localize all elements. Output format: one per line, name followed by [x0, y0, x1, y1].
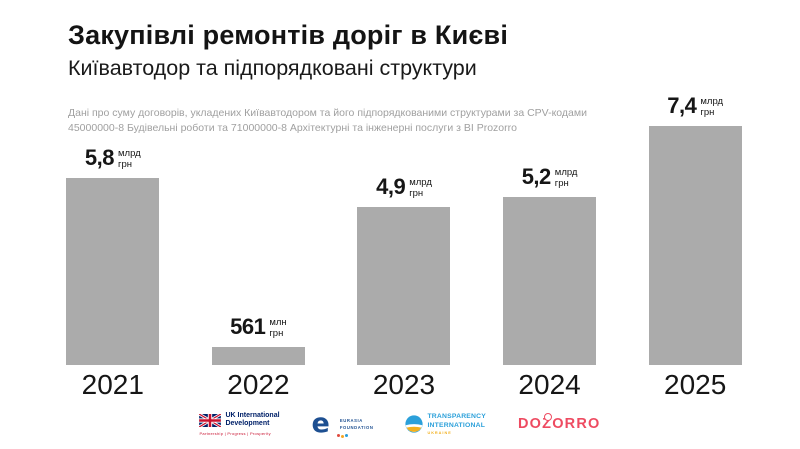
chart-description-line2: 45000000-8 Будівельні роботи та 71000000…	[68, 121, 517, 134]
ti-logo-text: TRANSPARENCY INTERNATIONAL UKRAINE	[427, 413, 486, 434]
chart-description: Дані про суму договорів, укладених Київа…	[68, 106, 628, 135]
chart-description-line1: Дані про суму договорів, укладених Київа…	[68, 107, 587, 119]
bar-value-label-2025: 7,4 млрд грн	[667, 93, 724, 119]
uk-logo-tagline: Partnership | Progress | Prosperity	[199, 431, 271, 437]
ti-logo-line2: INTERNATIONAL	[427, 421, 486, 429]
bar-2021	[66, 178, 160, 365]
uk-international-development-logo: UK International Development Partnership…	[199, 412, 280, 437]
dozorro-wordmark: DOZORRO	[518, 412, 601, 432]
bar-value-units: млрд грн	[409, 177, 432, 199]
eurasia-logo-text: EURASIA FOUNDATION	[340, 418, 374, 430]
bar-group-2023: 4,9 млрд грн 2023	[331, 120, 477, 399]
bar-group-2022: 561 млн грн 2022	[186, 120, 332, 399]
dozorro-logo: DOZORRO	[518, 412, 601, 432]
bar-chart: 5,8 млрд грн 2021 561 млн грн 2022 4,9 млрд грн 202…	[40, 95, 768, 399]
x-axis-label-2023: 2023	[372, 369, 436, 400]
bar-value-number: 4,9	[376, 174, 406, 200]
bar-value-units: млрд грн	[118, 148, 141, 170]
uk-logo-text: UK International Development	[225, 412, 279, 429]
bar-group-2024: 5,2 млрд грн 2024	[477, 120, 623, 399]
ti-globe-icon	[405, 415, 424, 433]
x-axis-label-2022: 2022	[227, 369, 290, 400]
bar-2025	[648, 126, 742, 365]
x-axis-label-2025: 2025	[664, 369, 727, 400]
x-axis-label-2021: 2021	[81, 369, 144, 400]
x-axis-label-2024: 2024	[518, 369, 581, 400]
footer-logos: UK International Development Partnership…	[0, 402, 800, 446]
bar-group-2025: 7,4 млрд грн 2025	[622, 95, 768, 399]
bar-value-label-2022: 561 млн грн	[230, 314, 287, 340]
uk-logo-line1: UK International	[225, 411, 280, 419]
bar-value-units: млн грн	[269, 317, 287, 339]
chart-subtitle: Київавтодор та підпорядковані структури	[68, 56, 477, 80]
bar-2024	[503, 197, 597, 365]
bar-value-label-2023: 4,9 млрд грн	[376, 174, 432, 200]
bar-value-number: 5,2	[521, 164, 552, 190]
chart-title: Закупівлі ремонтів доріг в Києві	[68, 20, 509, 50]
bar-value-number: 561	[230, 314, 266, 340]
bar-2022	[211, 347, 305, 365]
bar-value-number: 5,8	[84, 145, 115, 171]
bar-2023	[357, 207, 451, 365]
eurasia-e-icon: e	[311, 408, 330, 440]
bar-value-units: млрд грн	[700, 96, 724, 118]
ti-logo-line1: TRANSPARENCY	[427, 413, 486, 421]
uk-flag-icon	[199, 413, 222, 427]
bar-group-2021: 5,8 млрд грн 2021	[40, 120, 186, 399]
ti-logo-ukraine: UKRAINE	[427, 430, 452, 435]
bar-value-units: млрд грн	[554, 167, 578, 189]
bar-value-label-2021: 5,8 млрд грн	[84, 145, 141, 171]
eurasia-foundation-logo: e EURASIA FOUNDATION	[311, 408, 374, 440]
transparency-international-ukraine-logo: TRANSPARENCY INTERNATIONAL UKRAINE	[405, 413, 486, 435]
eurasia-logo-line1: EURASIA	[339, 418, 363, 424]
uk-logo-top: UK International Development	[199, 412, 280, 429]
bar-value-label-2024: 5,2 млрд грн	[521, 164, 578, 190]
bar-value-number: 7,4	[667, 93, 697, 119]
eurasia-logo-line2: FOUNDATION	[339, 424, 374, 430]
uk-logo-line2: Development	[225, 420, 270, 427]
